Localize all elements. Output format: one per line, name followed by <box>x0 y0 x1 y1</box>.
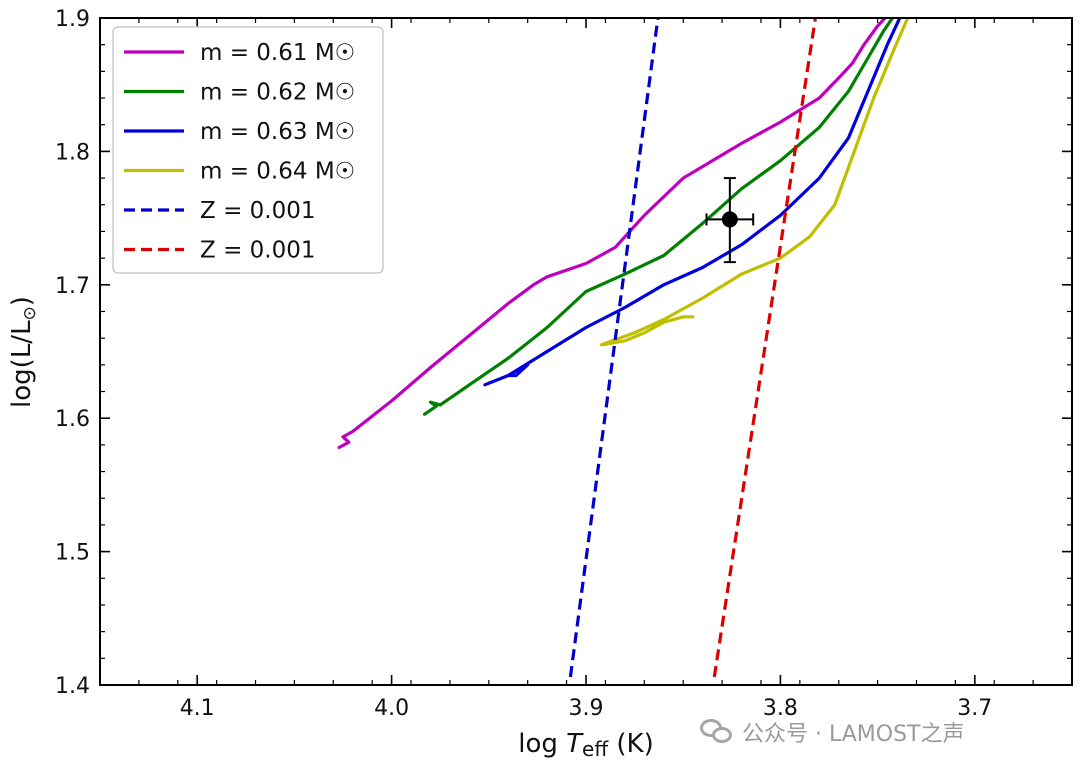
watermark-text: 公众号 · LAMOST之声 <box>742 722 965 747</box>
x-tick-label: 3.8 <box>763 696 798 721</box>
y-tick-label: 1.9 <box>55 7 90 32</box>
observation-point <box>721 211 738 228</box>
y-tick-label: 1.4 <box>55 674 90 699</box>
y-tick-label: 1.5 <box>55 541 90 566</box>
x-axis-label: log Teff (K) <box>518 729 654 761</box>
y-axis-label-main: log(L/L <box>7 320 37 408</box>
y-axis-label-close: ) <box>7 296 37 306</box>
x-tick-label: 3.7 <box>957 696 992 721</box>
series-line-4 <box>599 18 910 347</box>
series-line-6 <box>712 18 817 678</box>
y-axis-label-sun: ⊙ <box>20 306 40 320</box>
series-line-2 <box>423 18 895 416</box>
series-line-1 <box>337 18 888 450</box>
legend: m = 0.61 M☉ m = 0.62 M☉ m = 0.63 M☉ m = 0.6… <box>112 26 384 274</box>
x-tick-label: 4.0 <box>374 696 409 721</box>
legend-label-2: m = 0.62 M☉ <box>200 80 355 106</box>
y-tick-label: 1.6 <box>55 407 90 432</box>
x-axis-label-t: T <box>566 729 584 759</box>
y-axis: 1.4 1.5 1.6 1.7 1.8 1.9 <box>55 7 1072 699</box>
legend-label-1: m = 0.61 M☉ <box>200 40 355 66</box>
series-line-5 <box>568 18 660 678</box>
observation-layer <box>705 177 755 264</box>
x-axis-label-unit: (K) <box>608 729 654 759</box>
series-layer <box>337 18 910 678</box>
y-tick-label: 1.7 <box>55 274 90 299</box>
x-axis-label-log: log <box>518 729 566 759</box>
y-axis-label: log(L/L⊙) <box>7 296 40 408</box>
watermark: 公众号 · LAMOST之声 <box>700 712 1060 752</box>
x-axis: 4.1 4.0 3.9 3.8 3.7 <box>99 18 1073 721</box>
wechat-icon <box>700 717 734 747</box>
x-tick-label: 4.1 <box>180 696 215 721</box>
legend-label-5: Z = 0.001 <box>200 198 316 224</box>
x-tick-label: 3.9 <box>569 696 604 721</box>
y-tick-label: 1.8 <box>55 140 90 165</box>
legend-label-4: m = 0.64 M☉ <box>200 159 355 185</box>
legend-label-6: Z = 0.001 <box>200 238 316 264</box>
legend-label-3: m = 0.63 M☉ <box>200 119 355 145</box>
x-axis-label-sub: eff <box>582 737 609 761</box>
series-line-3 <box>483 18 902 387</box>
